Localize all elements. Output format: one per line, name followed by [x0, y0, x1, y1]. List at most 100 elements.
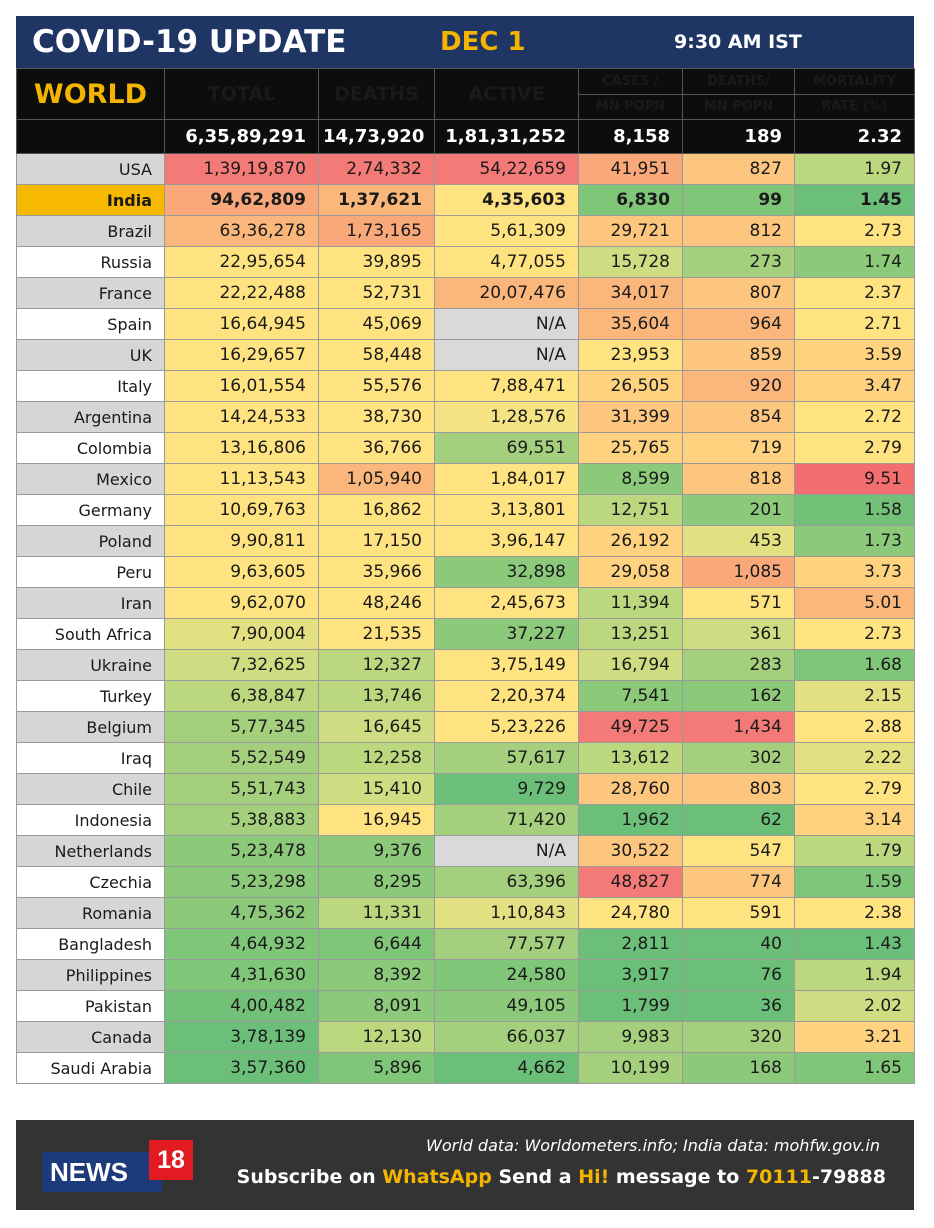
world-total-deaths: 14,73,920: [318, 119, 435, 154]
country-cell: Canada: [16, 1021, 165, 1053]
country-cell: Argentina: [16, 401, 165, 433]
cell-active: 4,662: [434, 1052, 579, 1084]
cell-cases-mn: 12,751: [578, 494, 683, 526]
cell-deaths-mn: 827: [682, 153, 795, 185]
cell-active: 4,77,055: [434, 246, 579, 278]
cell-deaths: 8,295: [318, 866, 435, 898]
col-header-active: ACTIVE: [434, 68, 579, 120]
cell-mortality: 2.72: [794, 401, 915, 433]
cell-total: 11,13,543: [164, 463, 319, 495]
table-row: South Africa 7,90,004 21,535 37,227 13,251 36…: [16, 618, 915, 650]
cell-deaths-mn: 591: [682, 897, 795, 929]
cell-cases-mn: 26,505: [578, 370, 683, 402]
cell-total: 4,64,932: [164, 928, 319, 960]
country-cell: Ukraine: [16, 649, 165, 681]
col-header-mortality-line1: MORTALITY: [794, 68, 915, 95]
cell-deaths: 1,37,621: [318, 184, 435, 216]
cell-deaths: 12,130: [318, 1021, 435, 1053]
country-cell: UK: [16, 339, 165, 371]
cell-active: N/A: [434, 339, 579, 371]
cell-active: 63,396: [434, 866, 579, 898]
cell-deaths: 9,376: [318, 835, 435, 867]
cell-cases-mn: 31,399: [578, 401, 683, 433]
subscribe-text-3: message to: [609, 1166, 746, 1188]
country-cell: Romania: [16, 897, 165, 929]
news18-logo: NEWS: [42, 1152, 162, 1192]
cell-total: 10,69,763: [164, 494, 319, 526]
cell-mortality: 3.21: [794, 1021, 915, 1053]
table-row: Poland 9,90,811 17,150 3,96,147 26,192 453 1.7…: [16, 525, 915, 557]
cell-total: 3,57,360: [164, 1052, 319, 1084]
cell-cases-mn: 28,760: [578, 773, 683, 805]
cell-deaths-mn: 40: [682, 928, 795, 960]
table-row: Saudi Arabia 3,57,360 5,896 4,662 10,199 168 1…: [16, 1052, 915, 1084]
cell-active: 3,75,149: [434, 649, 579, 681]
cell-deaths: 2,74,332: [318, 153, 435, 185]
country-cell: Belgium: [16, 711, 165, 743]
cell-cases-mn: 48,827: [578, 866, 683, 898]
cell-total: 9,90,811: [164, 525, 319, 557]
cell-mortality: 2.37: [794, 277, 915, 309]
table-row: Iraq 5,52,549 12,258 57,617 13,612 302 2.22: [16, 742, 915, 774]
cell-deaths: 35,966: [318, 556, 435, 588]
cell-cases-mn: 6,830: [578, 184, 683, 216]
cell-deaths: 58,448: [318, 339, 435, 371]
table-row: Netherlands 5,23,478 9,376 N/A 30,522 547 1.79: [16, 835, 915, 867]
cell-active: 66,037: [434, 1021, 579, 1053]
cell-deaths-mn: 162: [682, 680, 795, 712]
covid-update-card: COVID-19 UPDATE DEC 1 9:30 AM IST WORLD …: [16, 16, 915, 1210]
table-row: UK 16,29,657 58,448 N/A 23,953 859 3.59: [16, 339, 915, 371]
cell-cases-mn: 11,394: [578, 587, 683, 619]
country-cell: Iraq: [16, 742, 165, 774]
world-label: WORLD: [16, 68, 165, 120]
cell-deaths: 17,150: [318, 525, 435, 557]
cell-total: 7,32,625: [164, 649, 319, 681]
cell-active: 32,898: [434, 556, 579, 588]
cell-mortality: 2.02: [794, 990, 915, 1022]
logo-number: 18: [149, 1140, 193, 1180]
table-row: Peru 9,63,605 35,966 32,898 29,058 1,085 3.73: [16, 556, 915, 588]
cell-cases-mn: 30,522: [578, 835, 683, 867]
table-row: Turkey 6,38,847 13,746 2,20,374 7,541 162 2.15: [16, 680, 915, 712]
country-cell: Pakistan: [16, 990, 165, 1022]
cell-cases-mn: 2,811: [578, 928, 683, 960]
country-cell: Indonesia: [16, 804, 165, 836]
cell-active: 71,420: [434, 804, 579, 836]
cell-deaths: 16,645: [318, 711, 435, 743]
cell-cases-mn: 15,728: [578, 246, 683, 278]
cell-mortality: 1.59: [794, 866, 915, 898]
cell-total: 5,38,883: [164, 804, 319, 836]
cell-deaths-mn: 1,085: [682, 556, 795, 588]
cell-mortality: 3.59: [794, 339, 915, 371]
cell-mortality: 1.94: [794, 959, 915, 991]
table-row: Colombia 13,16,806 36,766 69,551 25,765 719 2.…: [16, 432, 915, 464]
country-cell: Turkey: [16, 680, 165, 712]
table-row: Philippines 4,31,630 8,392 24,580 3,917 76 1.9…: [16, 959, 915, 991]
world-total-active: 1,81,31,252: [434, 119, 579, 154]
table-row: France 22,22,488 52,731 20,07,476 34,017 807 2…: [16, 277, 915, 309]
cell-active: 77,577: [434, 928, 579, 960]
cell-active: 3,96,147: [434, 525, 579, 557]
cell-active: 1,10,843: [434, 897, 579, 929]
cell-cases-mn: 29,721: [578, 215, 683, 247]
subscribe-text-1: Subscribe on: [236, 1166, 383, 1188]
cell-total: 9,62,070: [164, 587, 319, 619]
table-row: Czechia 5,23,298 8,295 63,396 48,827 774 1.59: [16, 866, 915, 898]
table-row: Canada 3,78,139 12,130 66,037 9,983 320 3.21: [16, 1021, 915, 1053]
cell-mortality: 1.97: [794, 153, 915, 185]
cell-deaths: 12,327: [318, 649, 435, 681]
cell-cases-mn: 25,765: [578, 432, 683, 464]
cell-deaths-mn: 818: [682, 463, 795, 495]
col-header-cases-mn-line2: MN POPN: [578, 93, 683, 120]
cell-deaths: 15,410: [318, 773, 435, 805]
table-row: Germany 10,69,763 16,862 3,13,801 12,751 201 1…: [16, 494, 915, 526]
cell-active: N/A: [434, 835, 579, 867]
cell-deaths: 38,730: [318, 401, 435, 433]
col-header-total: TOTAL: [164, 68, 319, 120]
cell-mortality: 9.51: [794, 463, 915, 495]
cell-active: 9,729: [434, 773, 579, 805]
col-header-deaths-mn-line2: MN POPN: [682, 93, 795, 120]
cell-total: 9,63,605: [164, 556, 319, 588]
data-source-note: World data: Worldometers.info; India dat…: [426, 1136, 880, 1155]
cell-cases-mn: 29,058: [578, 556, 683, 588]
